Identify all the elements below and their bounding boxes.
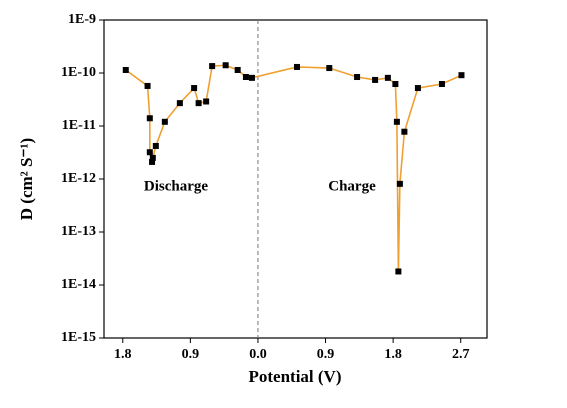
data-point <box>146 115 153 122</box>
x-tick-label: 0.0 <box>249 347 267 362</box>
y-tick-label: 1E-9 <box>68 12 96 27</box>
data-point <box>152 142 159 149</box>
y-tick-label: 1E-13 <box>61 224 96 239</box>
data-point <box>161 118 168 125</box>
data-point <box>248 74 255 81</box>
data-point <box>146 149 153 156</box>
x-tick-label: 0.9 <box>317 347 335 362</box>
data-point <box>354 74 361 81</box>
data-point <box>149 154 156 161</box>
data-point <box>458 72 465 79</box>
data-point <box>234 66 241 73</box>
x-axis-label: Potential (V) <box>248 367 341 386</box>
data-point <box>438 81 445 88</box>
data-point <box>326 65 333 72</box>
data-point <box>222 62 229 69</box>
x-tick-label: 0.9 <box>182 347 200 362</box>
x-tick-label: 1.8 <box>114 347 132 362</box>
data-point <box>401 128 408 135</box>
x-tick-label: 2.7 <box>452 347 470 362</box>
data-point <box>209 63 216 70</box>
y-tick-label: 1E-10 <box>61 65 96 80</box>
data-point <box>242 74 249 81</box>
data-point <box>122 66 129 73</box>
y-tick-label: 1E-15 <box>61 330 96 345</box>
data-point <box>384 74 391 81</box>
data-point <box>414 85 421 92</box>
data-point <box>294 63 301 70</box>
data-point <box>176 100 183 107</box>
data-point <box>195 100 202 107</box>
annotation: Discharge <box>144 178 208 194</box>
y-tick-label: 1E-14 <box>61 277 96 292</box>
y-tick-label: 1E-12 <box>61 171 96 186</box>
annotation: Charge <box>328 178 376 194</box>
data-point <box>392 81 399 88</box>
data-point <box>144 82 151 89</box>
data-point <box>395 268 402 275</box>
data-point <box>372 76 379 83</box>
data-point <box>191 85 198 92</box>
data-point <box>396 180 403 187</box>
y-axis-label: D (cm² S⁻¹) <box>17 138 36 220</box>
x-tick-label: 1.8 <box>384 347 402 362</box>
data-point <box>149 158 156 165</box>
data-point <box>203 98 210 105</box>
y-tick-label: 1E-11 <box>62 118 96 133</box>
data-point <box>393 118 400 125</box>
data-line <box>125 64 462 272</box>
